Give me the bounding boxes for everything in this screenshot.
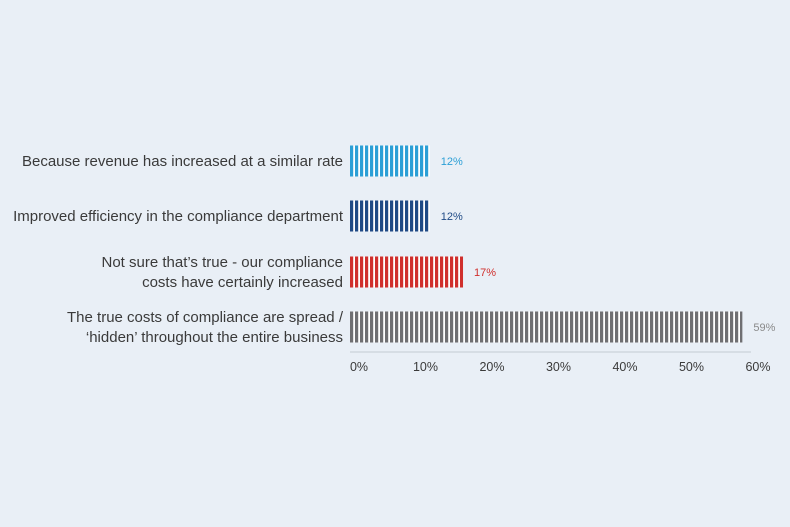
category-label-3: Not sure that’s true - our compliance cos… <box>101 254 343 291</box>
value-label-2: 12% <box>441 211 463 223</box>
bar-1 <box>350 145 430 177</box>
x-tick-label-50: 50% <box>679 360 704 374</box>
bar-2 <box>350 200 430 232</box>
category-label-4: The true costs of compliance are spread … <box>67 309 344 346</box>
x-tick-label-30: 30% <box>546 360 571 374</box>
category-label-2: Improved efficiency in the compliance de… <box>13 208 344 225</box>
x-tick-label-0: 0% <box>350 360 368 374</box>
x-tick-label-40: 40% <box>612 360 637 374</box>
value-label-1: 12% <box>441 156 463 168</box>
bar-4 <box>350 311 743 343</box>
x-tick-label-10: 10% <box>413 360 438 374</box>
value-label-4: 59% <box>753 322 775 334</box>
category-label-1: Because revenue has increased at a simil… <box>22 153 343 170</box>
bar-3 <box>350 256 464 288</box>
x-tick-label-60: 60% <box>745 360 770 374</box>
value-label-3: 17% <box>474 267 496 279</box>
x-tick-label-20: 20% <box>479 360 504 374</box>
